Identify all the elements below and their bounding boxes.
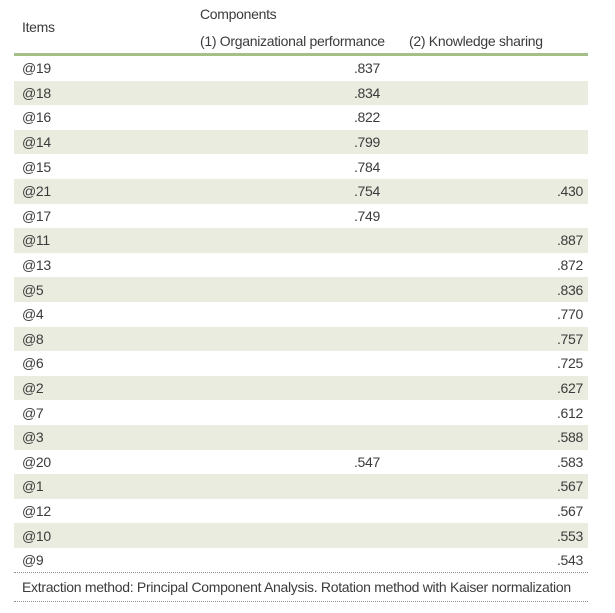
col1-value-cell: .834: [353, 84, 380, 101]
item-cell: @18: [22, 84, 51, 101]
table-row: @11 .887: [14, 228, 588, 253]
item-cell: @6: [22, 355, 44, 372]
item-cell: @21: [22, 183, 51, 200]
col2-value-cell: .612: [556, 404, 583, 421]
item-cell: @17: [22, 207, 51, 224]
table-row: @1 .567: [14, 474, 588, 499]
col1-value-cell: .547: [353, 453, 380, 470]
items-column-header-cell: Items: [14, 0, 200, 53]
col2-value-cell: .872: [556, 257, 583, 274]
col1-value-cell: .754: [353, 183, 380, 200]
col1-value-cell: .799: [353, 134, 380, 151]
components-header-cell: Components (1) Organizational performanc…: [200, 0, 385, 53]
table-row: @13 .872: [14, 253, 588, 278]
col2-value-cell: .567: [556, 478, 583, 495]
item-cell: @14: [22, 134, 51, 151]
col2-value-cell: .887: [556, 232, 583, 249]
component2-column-header: (2) Knowledge sharing: [409, 33, 543, 49]
item-cell: @8: [22, 330, 44, 347]
table-row: @16 .822: [14, 105, 588, 130]
items-column-header: Items: [22, 18, 55, 35]
item-cell: @13: [22, 257, 51, 274]
col2-value-cell: .588: [556, 429, 583, 446]
table-row: @10 .553: [14, 523, 588, 548]
item-cell: @3: [22, 429, 44, 446]
table-body: @19 .837 @18 .834 @16 .822 @14 .799 @15 …: [14, 56, 588, 572]
table-row: @5 .836: [14, 277, 588, 302]
components-group-header: Components: [200, 6, 277, 22]
table-row: @8 .757: [14, 326, 588, 352]
col1-value-cell: .837: [353, 60, 380, 77]
col2-value-cell: .770: [556, 306, 583, 323]
item-cell: @19: [22, 60, 51, 77]
table-header: Items Components (1) Organizational perf…: [14, 0, 588, 56]
table-row: @15 .784: [14, 154, 588, 179]
table-row: @14 .799: [14, 129, 588, 155]
item-cell: @5: [22, 281, 44, 298]
col1-value-cell: .749: [353, 207, 380, 224]
col2-value-cell: .543: [556, 552, 583, 569]
col2-value-cell: .725: [556, 355, 583, 372]
table-row: @6 .725: [14, 351, 588, 376]
table-row: @9 .543: [14, 548, 588, 573]
item-cell: @20: [22, 453, 51, 470]
item-cell: @1: [22, 478, 44, 495]
component2-header-cell: (2) Knowledge sharing: [385, 0, 588, 53]
item-cell: @4: [22, 306, 44, 323]
table-row: @3 .588: [14, 424, 588, 450]
col1-value-cell: .784: [353, 158, 380, 175]
table-row: @2 .627: [14, 375, 588, 401]
table-footnote: Extraction method: Principal Component A…: [14, 572, 588, 603]
item-cell: @10: [22, 527, 51, 544]
table-row: @19 .837: [14, 56, 588, 81]
item-cell: @16: [22, 109, 51, 126]
table-row: @20 .547 .583: [14, 450, 588, 475]
table-row: @7 .612: [14, 400, 588, 425]
item-cell: @12: [22, 502, 51, 519]
item-cell: @2: [22, 380, 44, 397]
col2-value-cell: .567: [556, 502, 583, 519]
col2-value-cell: .430: [556, 183, 583, 200]
item-cell: @7: [22, 404, 44, 421]
table-row: @18 .834: [14, 80, 588, 106]
component1-column-header: (1) Organizational performance: [200, 33, 385, 49]
col2-value-cell: .553: [556, 527, 583, 544]
item-cell: @15: [22, 158, 51, 175]
col2-value-cell: .583: [556, 453, 583, 470]
col2-value-cell: .836: [556, 281, 583, 298]
pca-loadings-table: Items Components (1) Organizational perf…: [14, 0, 588, 603]
col2-value-cell: .757: [556, 330, 583, 347]
table-row: @12 .567: [14, 499, 588, 524]
table-row: @17 .749: [14, 204, 588, 229]
col1-value-cell: .822: [353, 109, 380, 126]
table-row: @4 .770: [14, 302, 588, 327]
item-cell: @9: [22, 552, 44, 569]
col2-value-cell: .627: [556, 380, 583, 397]
item-cell: @11: [22, 232, 50, 249]
table-row: @21 .754 .430: [14, 178, 588, 204]
